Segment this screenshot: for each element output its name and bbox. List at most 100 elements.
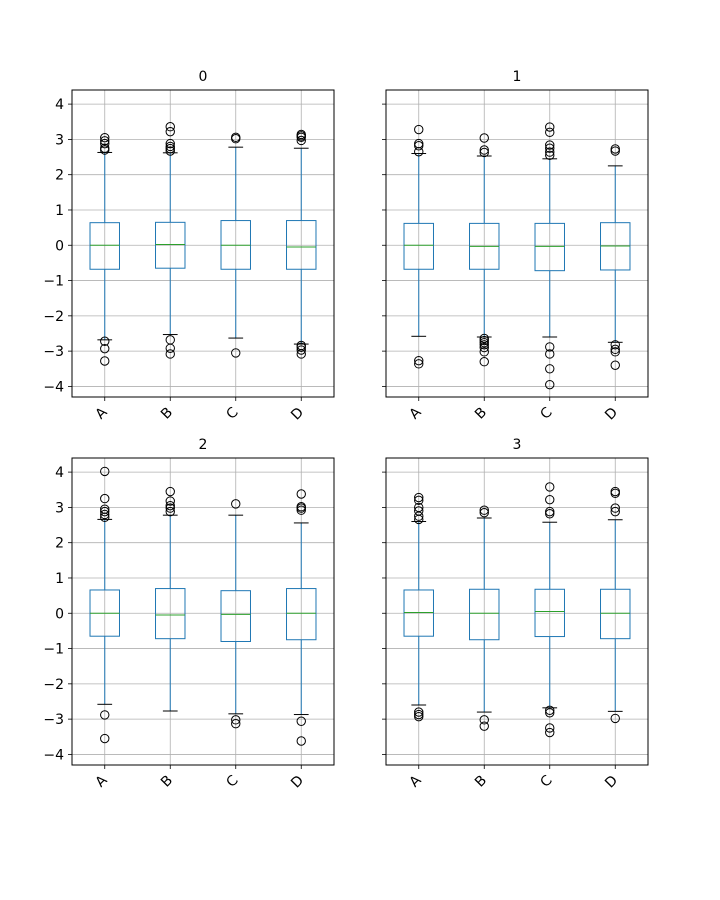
- box-C: [220, 132, 251, 358]
- outlier-point: [610, 144, 620, 154]
- box-B: [155, 486, 186, 712]
- x-tick-label: A: [406, 772, 424, 790]
- outlier-point: [545, 509, 555, 519]
- iqr-box: [469, 588, 500, 641]
- outlier-point: [414, 709, 424, 720]
- y-tick-label: −3: [43, 344, 64, 360]
- outlier-point: [610, 344, 620, 355]
- outlier-point: [165, 141, 175, 152]
- box-B: [469, 133, 500, 367]
- subplot-3: A B C D 3: [382, 437, 649, 792]
- outlier-point: [479, 145, 489, 155]
- outlier-point: [414, 492, 424, 503]
- iqr-box: [534, 222, 565, 272]
- outlier-point: [100, 710, 110, 720]
- outlier-point: [479, 337, 489, 348]
- outlier-point: [545, 705, 555, 716]
- x-tick-label: C: [537, 404, 555, 422]
- iqr-box: [286, 220, 317, 270]
- x-tick-label: A: [92, 772, 110, 790]
- box-D: [286, 489, 317, 746]
- box-A: [89, 466, 120, 744]
- outlier-point: [100, 136, 110, 146]
- box-B: [469, 505, 500, 731]
- outlier-point: [165, 496, 175, 506]
- box-D: [600, 486, 631, 724]
- x-tick-label: A: [92, 404, 110, 422]
- outlier-point: [479, 342, 489, 353]
- outlier-point: [610, 486, 620, 497]
- outlier-point: [545, 122, 555, 132]
- outlier-point: [100, 336, 110, 346]
- x-tick-label: B: [472, 773, 490, 791]
- outlier-point: [479, 333, 489, 344]
- y-tick-label: −4: [43, 379, 64, 395]
- outlier-point: [296, 129, 306, 140]
- outlier-point: [610, 347, 620, 357]
- outlier-point: [100, 356, 110, 366]
- y-tick-label: 2: [55, 536, 64, 552]
- x-tick-label: C: [223, 404, 241, 422]
- x-tick-label: D: [602, 773, 621, 792]
- subplot-title: 0: [199, 69, 208, 85]
- axes-frame: [385, 89, 649, 398]
- axes-frame: [385, 457, 649, 766]
- outlier-point: [545, 140, 555, 150]
- outlier-point: [414, 141, 424, 151]
- outlier-point: [296, 489, 306, 499]
- y-tick-label: −1: [43, 642, 64, 658]
- outlier-point: [100, 504, 110, 514]
- subplot-0: −4 −3 −2 −1 0 1 2 3 4 A B C D 0: [43, 69, 335, 423]
- outlier-point: [545, 364, 555, 374]
- outlier-point: [165, 146, 175, 156]
- outlier-point: [165, 486, 175, 497]
- outlier-point: [296, 340, 306, 351]
- outlier-point: [610, 340, 620, 350]
- axes-background: [72, 90, 334, 397]
- outlier-point: [610, 506, 620, 517]
- box-C: [534, 482, 565, 738]
- outlier-point: [479, 335, 489, 346]
- outlier-point: [479, 507, 489, 518]
- outlier-point: [100, 143, 110, 153]
- iqr-box: [155, 588, 186, 640]
- iqr-box: [403, 222, 434, 270]
- x-tick-label: B: [158, 405, 176, 423]
- axes-background: [386, 458, 648, 765]
- x-tick-label: C: [537, 772, 555, 790]
- x-tick-label: B: [472, 405, 490, 423]
- outlier-point: [414, 506, 424, 516]
- subplot-title: 1: [513, 69, 522, 85]
- outlier-point: [165, 143, 175, 154]
- outlier-point: [296, 716, 306, 726]
- outlier-point: [545, 150, 555, 160]
- iqr-box: [600, 588, 631, 640]
- outlier-point: [231, 132, 241, 142]
- outlier-point: [231, 715, 241, 725]
- outlier-point: [414, 711, 424, 722]
- outlier-point: [545, 143, 555, 153]
- x-tick-label: B: [158, 773, 176, 791]
- outlier-point: [100, 506, 110, 517]
- x-tick-label: A: [406, 404, 424, 422]
- outlier-point: [545, 727, 555, 738]
- outlier-point: [610, 146, 620, 156]
- outlier-point: [545, 482, 555, 492]
- outlier-point: [165, 138, 175, 149]
- subplot-2: −4 −3 −2 −1 0 1 2 3 4 A B C D 2: [43, 437, 335, 791]
- outlier-point: [545, 349, 555, 359]
- box-C: [220, 499, 251, 729]
- outlier-point: [414, 138, 424, 149]
- box-C: [534, 122, 565, 390]
- box-A: [403, 492, 434, 722]
- box-A: [403, 124, 434, 369]
- outlier-point: [165, 503, 175, 513]
- axes-background: [386, 90, 648, 397]
- outlier-point: [414, 495, 424, 506]
- outlier-point: [231, 719, 241, 729]
- outlier-point: [545, 494, 555, 505]
- outlier-point: [479, 505, 489, 515]
- y-tick-label: 4: [55, 465, 64, 481]
- y-tick-label: 1: [55, 571, 64, 587]
